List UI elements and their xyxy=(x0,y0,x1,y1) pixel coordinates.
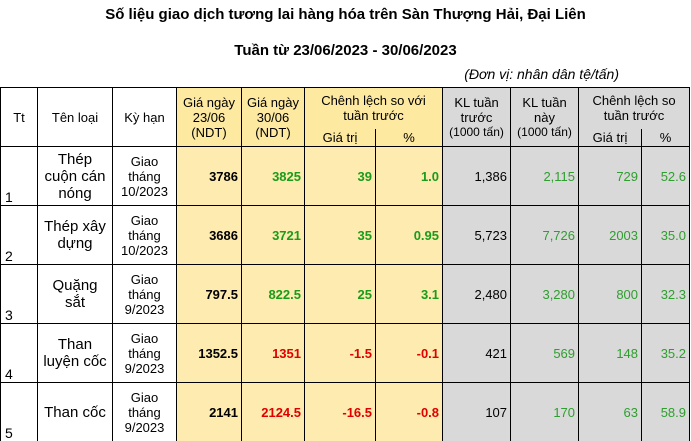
header-diff-pct: % xyxy=(374,128,444,147)
table-row: 4 Than luyện cốc Giao tháng 9/2023 1352.… xyxy=(0,323,691,383)
row-term: Giao tháng 10/2023 xyxy=(112,146,177,206)
row-term: Giao tháng 9/2023 xyxy=(112,323,177,383)
header-price-diff: Chênh lệch so với tuần trước xyxy=(303,87,444,129)
row-price-2306: 1352.5 xyxy=(176,323,242,383)
header-price-2306: Giá ngày 23/06 (NDT) xyxy=(176,87,242,147)
header-name: Tên loại xyxy=(37,87,113,147)
row-tt: 2 xyxy=(0,205,38,265)
row-tt: 3 xyxy=(0,264,38,324)
row-name: Thép cuộn cán nóng xyxy=(37,146,113,206)
row-volume-prev: 2,480 xyxy=(442,264,512,324)
row-tt: 4 xyxy=(0,323,38,383)
row-diff-value: -16.5 xyxy=(304,382,376,441)
row-diff-value: -1.5 xyxy=(304,323,376,383)
row-price-3006: 2124.5 xyxy=(241,382,305,441)
header-volume-prev: KL tuần trước (1000 tấn) xyxy=(442,87,512,147)
page-subtitle: Tuần từ 23/06/2023 - 30/06/2023 xyxy=(234,42,457,59)
header-tt: Tt xyxy=(0,87,38,147)
row-price-3006: 822.5 xyxy=(241,264,305,324)
row-term: Giao tháng 9/2023 xyxy=(112,264,177,324)
row-diff-pct: -0.8 xyxy=(374,382,444,441)
row-vdiff-pct: 58.9 xyxy=(641,382,691,441)
header-diff-value: Giá trị xyxy=(304,128,376,147)
row-tt: 1 xyxy=(0,146,38,206)
row-name: Quặng sắt xyxy=(37,264,113,324)
row-name: Thép xây dựng xyxy=(37,205,113,265)
row-diff-pct: -0.1 xyxy=(374,323,444,383)
header-volume-diff: Chênh lệch so tuần trước xyxy=(578,87,691,129)
row-volume-cur: 569 xyxy=(510,323,580,383)
row-price-2306: 3786 xyxy=(176,146,242,206)
row-vdiff-pct: 35.0 xyxy=(641,205,691,265)
row-tt: 5 xyxy=(0,382,38,441)
row-volume-prev: 5,723 xyxy=(442,205,512,265)
table-row: 5 Than cốc Giao tháng 9/2023 2141 2124.5… xyxy=(0,382,691,441)
row-diff-pct: 0.95 xyxy=(374,205,444,265)
header-price-3006: Giá ngày 30/06 (NDT) xyxy=(241,87,305,147)
row-volume-cur: 2,115 xyxy=(510,146,580,206)
row-volume-cur: 3,280 xyxy=(510,264,580,324)
row-volume-prev: 421 xyxy=(442,323,512,383)
header-term: Kỳ hạn xyxy=(112,87,177,147)
futures-table: Tt Tên loại Kỳ hạn Giá ngày 23/06 (NDT) Gi… xyxy=(0,87,691,441)
row-vdiff-value: 63 xyxy=(578,382,643,441)
header-vdiff-value: Giá trị xyxy=(578,128,643,147)
row-price-3006: 1351 xyxy=(241,323,305,383)
row-diff-pct: 3.1 xyxy=(374,264,444,324)
row-price-2306: 3686 xyxy=(176,205,242,265)
row-price-2306: 2141 xyxy=(176,382,242,441)
row-volume-prev: 107 xyxy=(442,382,512,441)
row-name: Than luyện cốc xyxy=(37,323,113,383)
row-vdiff-value: 729 xyxy=(578,146,643,206)
row-price-3006: 3721 xyxy=(241,205,305,265)
header-vdiff-pct: % xyxy=(641,128,691,147)
row-vdiff-value: 800 xyxy=(578,264,643,324)
row-diff-value: 39 xyxy=(304,146,376,206)
row-volume-cur: 170 xyxy=(510,382,580,441)
row-diff-pct: 1.0 xyxy=(374,146,444,206)
table-row: 1 Thép cuộn cán nóng Giao tháng 10/2023 … xyxy=(0,146,691,206)
row-volume-prev: 1,386 xyxy=(442,146,512,206)
row-diff-value: 35 xyxy=(304,205,376,265)
row-name: Than cốc xyxy=(37,382,113,441)
row-term: Giao tháng 10/2023 xyxy=(112,205,177,265)
row-vdiff-pct: 52.6 xyxy=(641,146,691,206)
header-volume-cur: KL tuần này (1000 tấn) xyxy=(510,87,580,147)
row-diff-value: 25 xyxy=(304,264,376,324)
row-price-3006: 3825 xyxy=(241,146,305,206)
row-vdiff-value: 2003 xyxy=(578,205,643,265)
row-vdiff-pct: 35.2 xyxy=(641,323,691,383)
row-vdiff-value: 148 xyxy=(578,323,643,383)
row-term: Giao tháng 9/2023 xyxy=(112,382,177,441)
table-row: 2 Thép xây dựng Giao tháng 10/2023 3686 … xyxy=(0,205,691,265)
row-vdiff-pct: 32.3 xyxy=(641,264,691,324)
row-price-2306: 797.5 xyxy=(176,264,242,324)
page-title: Số liệu giao dịch tương lai hàng hóa trê… xyxy=(105,6,586,23)
row-volume-cur: 7,726 xyxy=(510,205,580,265)
table-row: 3 Quặng sắt Giao tháng 9/2023 797.5 822.… xyxy=(0,264,691,324)
unit-note: (Đơn vị: nhân dân tệ/tấn) xyxy=(464,66,619,82)
